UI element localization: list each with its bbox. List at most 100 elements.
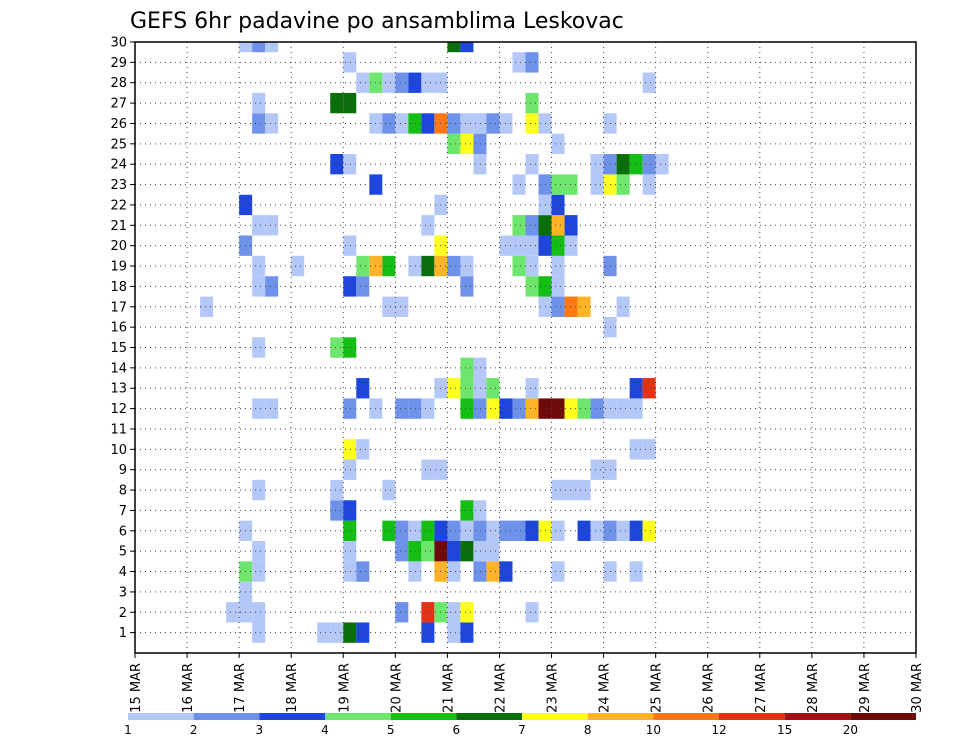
y-tick-label: 4: [119, 565, 127, 580]
heatmap-cell: [343, 561, 357, 582]
heatmap-cell: [343, 52, 357, 73]
heatmap-cell: [460, 520, 474, 541]
heatmap-cell: [642, 174, 656, 195]
heatmap-cell: [460, 133, 474, 155]
heatmap-cell: [473, 398, 487, 419]
heatmap-cell: [395, 540, 409, 562]
x-tick-label: 24 MAR: [598, 663, 613, 713]
heatmap-cell: [629, 439, 643, 460]
heatmap-cell: [512, 215, 526, 236]
heatmap-cell: [577, 479, 591, 501]
y-tick-label: 15: [110, 341, 127, 356]
legend-swatch: [128, 713, 194, 720]
heatmap-cell: [551, 215, 565, 236]
heatmap-cell: [642, 154, 656, 175]
heatmap-cell: [421, 520, 435, 541]
heatmap-cell: [252, 540, 266, 562]
heatmap-cell: [421, 602, 435, 623]
heatmap-cell: [642, 439, 656, 460]
y-tick-label: 17: [110, 300, 127, 315]
heatmap-cell: [252, 215, 266, 236]
heatmap-cell: [382, 255, 396, 277]
x-tick-label: 30 MAR: [910, 663, 925, 713]
heatmap-cells: [200, 42, 669, 643]
y-tick-label: 19: [110, 260, 127, 275]
heatmap-cell: [486, 540, 500, 562]
heatmap-cell: [616, 398, 630, 419]
heatmap-cell: [551, 561, 565, 582]
heatmap-cell: [512, 52, 526, 73]
heatmap-cell: [343, 622, 357, 643]
heatmap-cell: [525, 113, 539, 134]
heatmap-cell: [460, 378, 474, 399]
heatmap-cell: [200, 296, 214, 317]
y-tick-label: 26: [110, 117, 127, 132]
heatmap-cell: [551, 276, 565, 297]
heatmap-cell: [473, 540, 487, 562]
heatmap-cell: [343, 92, 357, 114]
heatmap-cell: [642, 378, 656, 399]
x-tick-label: 18 MAR: [285, 663, 300, 713]
heatmap-cell: [551, 479, 565, 501]
x-tick-label: 15 MAR: [129, 663, 144, 713]
heatmap-cell: [356, 255, 370, 277]
legend-label: 6: [453, 723, 461, 737]
heatmap-cell: [447, 540, 461, 562]
x-tick-label: 29 MAR: [858, 663, 873, 713]
legend-swatch: [653, 713, 719, 720]
heatmap-cell: [551, 133, 565, 155]
heatmap-cell: [343, 235, 357, 256]
heatmap-cell: [590, 459, 604, 480]
heatmap-cell: [265, 276, 279, 297]
legend: 1 2 3 4 5 6 7 8 10 12 15 20: [124, 713, 916, 737]
heatmap-cell: [447, 520, 461, 541]
heatmap-cell: [252, 42, 266, 53]
x-tick-label: 16 MAR: [181, 663, 196, 713]
heatmap-cell: [525, 602, 539, 623]
heatmap-cell: [252, 602, 266, 623]
heatmap-cell: [226, 602, 240, 623]
x-tick-label: 25 MAR: [650, 663, 665, 713]
heatmap-cell: [343, 154, 357, 175]
y-axis: 1234567891011121314151617181920212223242…: [110, 36, 135, 641]
y-tick-label: 3: [119, 585, 127, 600]
heatmap-cell: [252, 255, 266, 277]
heatmap-cell: [616, 520, 630, 541]
heatmap-cell: [330, 479, 344, 501]
heatmap-cell: [382, 520, 396, 541]
heatmap-cell: [460, 398, 474, 419]
heatmap-cell: [252, 561, 266, 582]
heatmap-cell: [421, 255, 435, 277]
x-tick-label: 17 MAR: [233, 663, 248, 713]
heatmap-cell: [590, 154, 604, 175]
heatmap-cell: [486, 398, 500, 419]
chart-title: GEFS 6hr padavine po ansamblima Leskovac: [130, 9, 624, 34]
heatmap-cell: [551, 520, 565, 541]
y-tick-label: 25: [110, 137, 127, 152]
legend-swatch: [193, 713, 260, 720]
legend-swatch: [390, 713, 457, 720]
heatmap-cell: [408, 540, 422, 562]
heatmap-cell: [408, 398, 422, 419]
heatmap-cell: [291, 255, 305, 277]
heatmap-cell: [252, 92, 266, 114]
heatmap-cell: [551, 235, 565, 256]
heatmap-cell: [629, 398, 643, 419]
legend-label: 10: [646, 723, 661, 737]
heatmap-cell: [447, 42, 461, 53]
legend-swatch: [784, 713, 851, 720]
y-tick-label: 24: [110, 158, 127, 173]
heatmap-cell: [577, 398, 591, 419]
y-tick-label: 20: [110, 239, 127, 254]
legend-swatch: [522, 713, 588, 720]
heatmap-cell: [460, 276, 474, 297]
y-tick-label: 14: [110, 361, 127, 376]
heatmap-cell: [525, 52, 539, 73]
heatmap-cell: [473, 561, 487, 582]
heatmap-cell: [564, 235, 578, 256]
heatmap-cell: [564, 398, 578, 419]
heatmap-cell: [460, 255, 474, 277]
y-tick-label: 6: [119, 524, 127, 539]
heatmap-cell: [460, 602, 474, 623]
heatmap-cell: [525, 255, 539, 277]
